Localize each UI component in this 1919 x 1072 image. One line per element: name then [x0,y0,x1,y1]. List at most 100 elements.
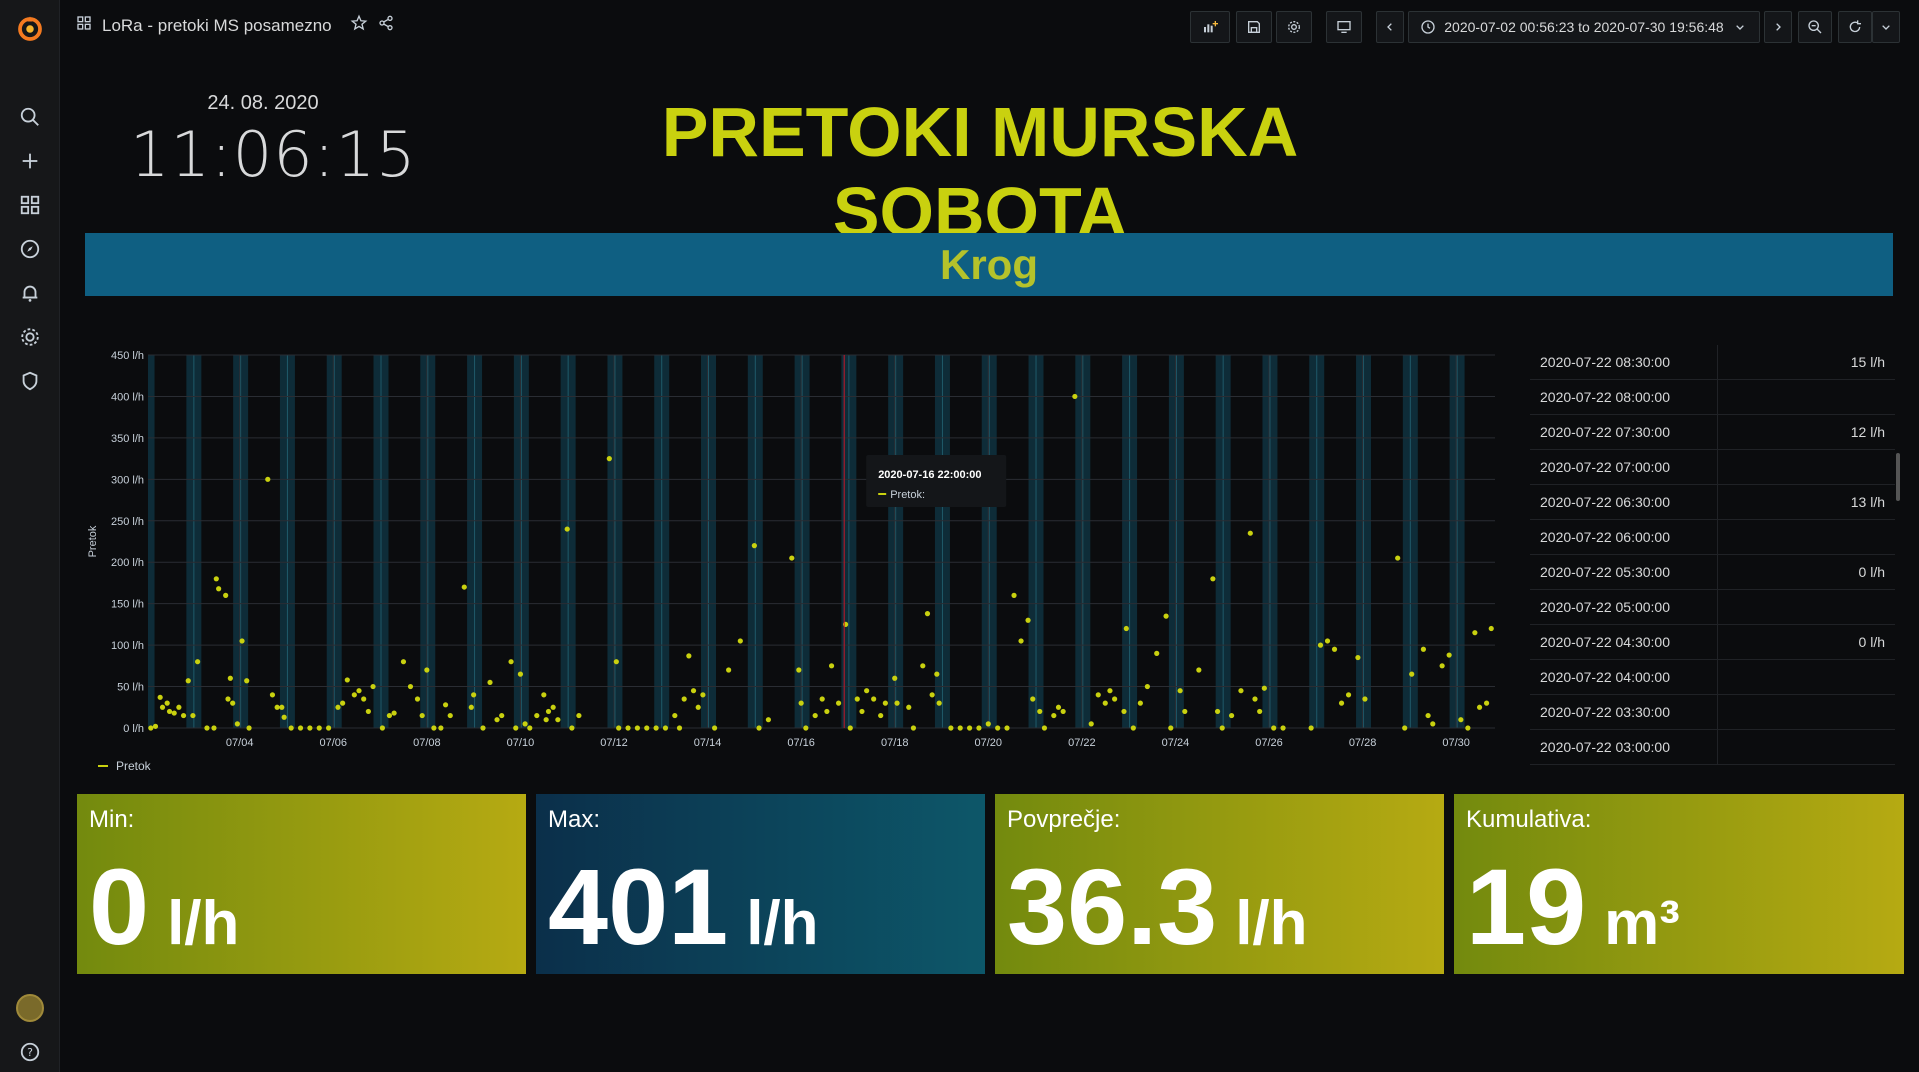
data-point [690,688,697,694]
data-point [847,725,853,731]
data-point [995,725,1001,731]
data-point [522,721,528,727]
refresh-button[interactable] [1838,11,1872,43]
table-row[interactable]: 2020-07-22 04:00:00 [1530,660,1895,695]
stat-min-panel[interactable]: Min: 0 l/h [77,794,526,974]
table-row[interactable]: 2020-07-22 06:00:00 [1530,520,1895,555]
data-point [386,712,393,719]
dashboards-grid-icon[interactable] [18,193,42,217]
data-point [576,712,582,719]
search-icon[interactable] [18,105,42,129]
cycle-view-mode-button[interactable] [1326,11,1362,43]
data-point [431,725,437,731]
save-dashboard-button[interactable] [1236,11,1272,43]
stat-cum-value: 19 [1466,846,1587,967]
server-admin-shield-icon[interactable] [18,369,42,393]
section-title: Krog [940,240,1038,288]
flow-graph-panel[interactable]: 0 l/h 50 l/h 100 l/h 150 l/h 200 l/h 250 l/h 3… [80,330,1520,780]
table-row[interactable]: 2020-07-22 03:30:00 [1530,695,1895,730]
configuration-gear-icon[interactable] [18,325,42,349]
x-tick-label: 07/12 [600,737,628,749]
data-point [1355,654,1361,661]
table-row[interactable]: 2020-07-22 07:00:00 [1530,450,1895,485]
table-row[interactable]: 2020-07-22 08:00:00 [1530,380,1895,415]
time-shift-forward-button[interactable] [1764,11,1792,43]
monitor-icon [1337,20,1351,33]
data-point [543,717,549,723]
stat-avg-panel[interactable]: Povprečje: 36.3 l/h [995,794,1444,974]
time-range-picker[interactable]: 2020-07-02 00:56:23 to 2020-07-30 19:56:… [1408,11,1760,43]
data-point [340,700,346,706]
data-point [471,692,477,698]
data-point [1051,712,1057,719]
main-title: PRETOKI MURSKA SOBOTA [661,93,1299,251]
zoom-out-button[interactable] [1798,11,1832,43]
data-point [910,725,917,731]
flow-scatter-chart[interactable]: 0 l/h 50 l/h 100 l/h 150 l/h 200 l/h 250 l/h 3… [80,330,1520,780]
table-row[interactable]: 2020-07-22 06:30:00 13 l/h [1530,485,1895,520]
save-icon [1248,21,1260,33]
data-point [1154,650,1160,656]
user-avatar[interactable] [16,994,44,1022]
data-point [1137,700,1143,706]
dashboard-settings-button[interactable] [1276,11,1312,43]
table-cell-value: 15 l/h [1850,354,1885,370]
table-cell-value: 13 l/h [1850,494,1885,510]
data-point [1317,642,1324,648]
data-point [1324,638,1331,644]
table-row[interactable]: 2020-07-22 04:30:00 0 l/h [1530,625,1895,660]
data-point [859,708,865,715]
stat-max-panel[interactable]: Max: 401 l/h [536,794,985,974]
create-plus-icon[interactable] [18,149,42,173]
data-point [957,725,963,731]
section-row-krog[interactable]: Krog [85,233,1893,296]
stat-cumulative-panel[interactable]: Kumulativa: 19 m³ [1454,794,1904,974]
table-scrollbar[interactable] [1896,453,1900,501]
grafana-logo-icon[interactable] [15,14,45,44]
data-point [487,679,493,686]
y-tick-label: 150 l/h [111,599,144,611]
data-point [929,692,935,698]
data-point [1228,712,1235,719]
data-point [517,671,524,677]
data-point [1214,708,1221,715]
data-point [555,717,561,723]
data-point [1055,704,1062,710]
refresh-interval-dropdown[interactable] [1872,11,1900,43]
data-point [948,725,954,731]
table-cell-time: 2020-07-22 04:30:00 [1530,625,1718,659]
data-point [211,725,217,731]
help-icon[interactable]: ? [18,1040,42,1064]
data-point [513,725,519,731]
explore-compass-icon[interactable] [18,237,42,261]
table-row[interactable]: 2020-07-22 07:30:00 12 l/h [1530,415,1895,450]
zoom-out-icon [1808,20,1822,34]
data-point [1144,683,1150,690]
table-row[interactable]: 2020-07-22 05:30:00 0 l/h [1530,555,1895,590]
data-point [1483,700,1490,706]
data-point [606,456,612,462]
star-icon[interactable] [350,14,368,37]
data-point [1345,692,1352,698]
dashboard-title[interactable]: LoRa - pretoki MS posamezno [102,15,332,35]
data-point [438,725,444,731]
table-row[interactable]: 2020-07-22 08:30:00 15 l/h [1530,345,1895,380]
data-point [1257,708,1263,715]
data-point [1168,725,1174,731]
table-row[interactable]: 2020-07-22 03:00:00 [1530,730,1895,765]
alerting-bell-icon[interactable] [18,281,42,305]
data-point [391,710,397,716]
data-point [985,721,991,727]
data-point [1102,700,1108,706]
add-panel-button[interactable] [1190,11,1230,43]
dashboards-grid-small-icon[interactable] [76,15,92,36]
data-point [1107,688,1113,694]
data-point [1280,725,1286,731]
data-point [1308,725,1314,731]
table-row[interactable]: 2020-07-22 05:00:00 [1530,590,1895,625]
flow-table-panel[interactable]: 2020-07-22 08:30:00 15 l/h 2020-07-22 08:0… [1530,345,1895,770]
data-point [906,704,912,710]
data-point [1041,725,1048,731]
share-icon[interactable] [378,15,394,36]
time-shift-back-button[interactable] [1376,11,1404,43]
